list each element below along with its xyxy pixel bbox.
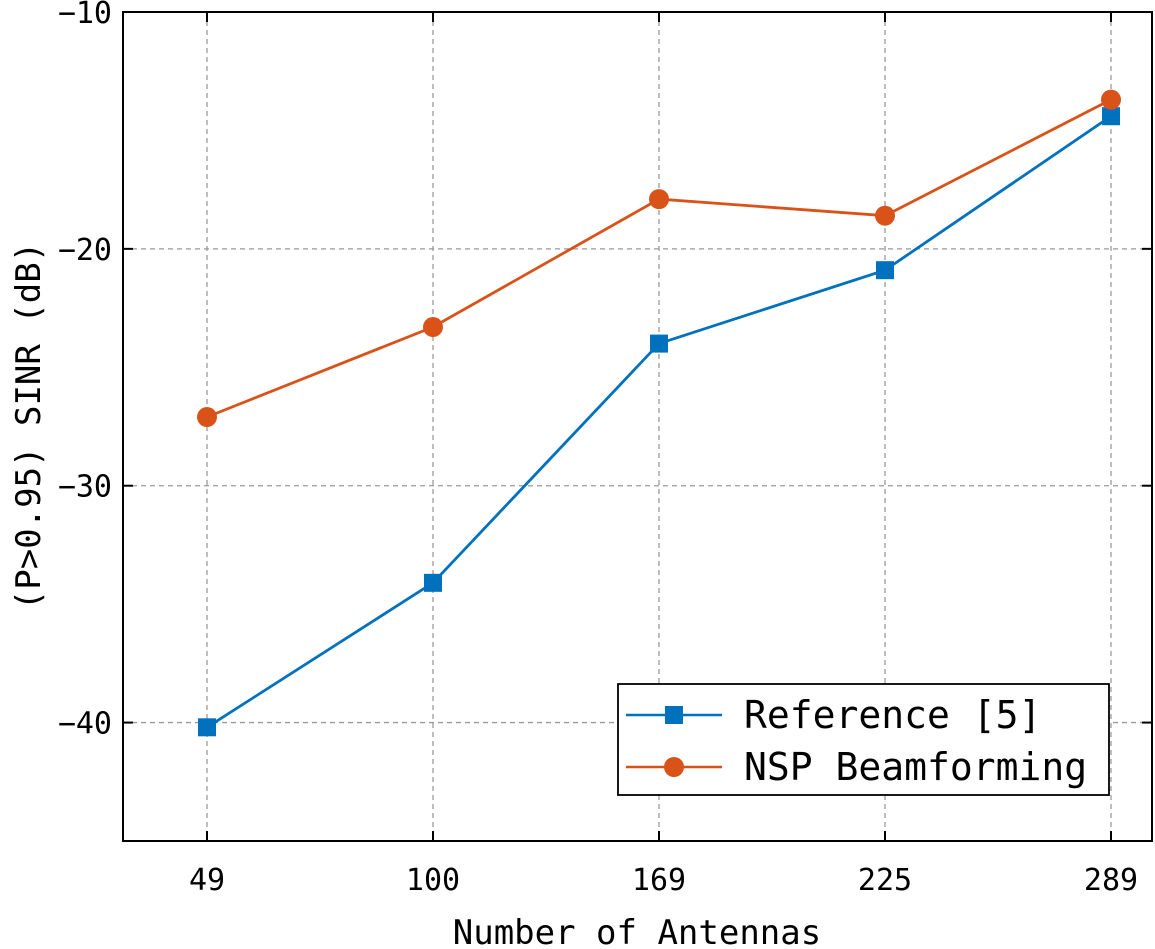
x-tick-label-289: 289: [1084, 863, 1138, 898]
y-tick-label-2: −30: [58, 470, 112, 505]
point-reference-49: [198, 718, 216, 737]
y-axis-title: (P>0.95) SINR (dB): [9, 242, 49, 610]
x-tick-label-169: 169: [632, 863, 686, 898]
legend-box: [617, 683, 1110, 796]
legend: Reference [5] NSP Beamforming: [617, 683, 1110, 796]
point-nsp-289: [1101, 89, 1121, 110]
x-axis-title: Number of Antennas: [453, 913, 821, 949]
point-nsp-169: [649, 189, 669, 210]
axis-ticks: [123, 11, 1152, 841]
x-tick-label-225: 225: [858, 863, 912, 898]
point-nsp-49: [197, 407, 217, 428]
legend-label-reference: Reference [5]: [744, 693, 1041, 737]
point-reference-169: [650, 334, 668, 353]
tick-labels: 49 100 169 225 289 −10 −20 −30 −40: [58, 0, 1138, 898]
plot-frame: [122, 11, 1153, 842]
x-tick-label-100: 100: [406, 863, 460, 898]
y-tick-label-0: −10: [58, 0, 112, 31]
y-tick-label-3: −40: [58, 707, 112, 742]
x-tick-label-49: 49: [189, 863, 225, 898]
legend-marker-nsp: [664, 757, 684, 777]
series-layer: [197, 89, 1121, 737]
point-reference-225: [876, 261, 894, 280]
point-reference-289: [1102, 107, 1120, 126]
legend-marker-reference: [665, 706, 683, 724]
point-nsp-225: [875, 205, 895, 226]
point-nsp-100: [423, 317, 443, 338]
y-tick-label-1: −20: [58, 233, 112, 268]
point-reference-100: [424, 573, 442, 592]
legend-label-nsp: NSP Beamforming: [744, 745, 1087, 789]
